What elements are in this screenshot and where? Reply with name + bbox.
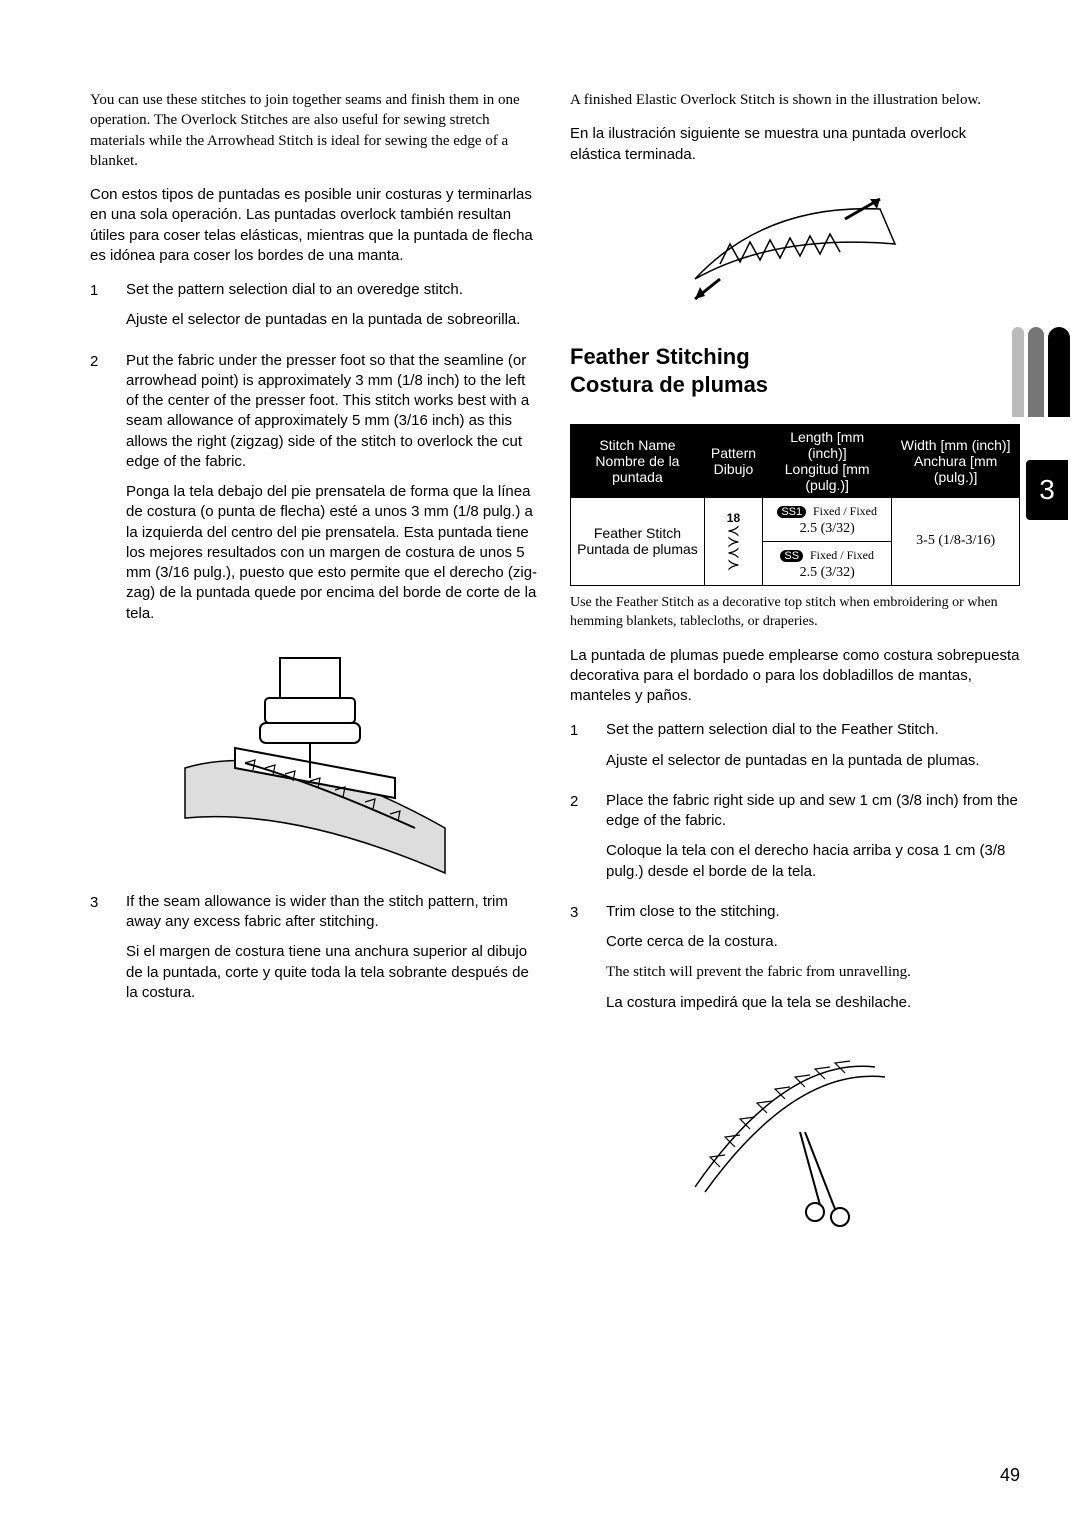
step-number: 1	[90, 280, 108, 341]
feather-trim-illustration	[570, 1037, 1020, 1237]
right-column: A finished Elastic Overlock Stitch is sh…	[570, 90, 1020, 1251]
cell-name: Feather Stitch Puntada de plumas	[571, 497, 705, 585]
list-item: 3 If the seam allowance is wider than th…	[90, 892, 540, 1013]
step-es: Ajuste el selector de puntadas en la pun…	[606, 751, 1020, 771]
title-es: Costura de plumas	[570, 371, 1020, 400]
intro-en: You can use these stitches to join toget…	[90, 90, 540, 171]
intro-es: Con estos tipos de puntadas es posible u…	[90, 185, 540, 266]
title-stripes-icon	[990, 327, 1070, 417]
feather-pattern-icon: ≺≻≺≻	[711, 526, 756, 571]
cell-length-1: SS1 Fixed / Fixed 2.5 (3/32)	[763, 497, 892, 541]
left-column: You can use these stitches to join toget…	[90, 90, 540, 1251]
step-es: Coloque la tela con el derecho hacia arr…	[606, 841, 1020, 882]
step-en: Place the fabric right side up and sew 1…	[606, 791, 1020, 832]
th-pattern: Pattern Dibujo	[704, 424, 762, 497]
list-item: 2 Place the fabric right side up and sew…	[570, 791, 1020, 892]
th-length: Length [mm (inch)] Longitud [mm (pulg.)]	[763, 424, 892, 497]
cell-width: 3-5 (1/8-3/16)	[892, 497, 1020, 585]
step-number: 2	[90, 351, 108, 634]
two-column-layout: You can use these stitches to join toget…	[90, 90, 1020, 1251]
usage-en: Use the Feather Stitch as a decorative t…	[570, 594, 1020, 632]
th-name: Stitch Name Nombre de la puntada	[571, 424, 705, 497]
step-es: Ponga la tela debajo del pie prensatela …	[126, 482, 540, 624]
finished-en: A finished Elastic Overlock Stitch is sh…	[570, 90, 1020, 110]
step-en: If the seam allowance is wider than the …	[126, 892, 540, 933]
scissors-icon	[800, 1132, 849, 1226]
list-item: 3 Trim close to the stitching. Corte cer…	[570, 902, 1020, 1023]
page-number: 49	[1000, 1465, 1020, 1486]
ss1-badge: SS1	[777, 506, 806, 518]
usage-es: La puntada de plumas puede emplearse com…	[570, 646, 1020, 707]
th-width: Width [mm (inch)] Anchura [mm (pulg.)]	[892, 424, 1020, 497]
title-en: Feather Stitching	[570, 343, 1020, 372]
note-es: La costura impedirá que la tela se deshi…	[606, 993, 1020, 1013]
overlock-illustration	[570, 179, 1020, 319]
ss-badge: SS	[780, 550, 803, 562]
step-es: Corte cerca de la costura.	[606, 932, 1020, 952]
stitch-table: Stitch Name Nombre de la puntada Pattern…	[570, 424, 1020, 586]
step-number: 3	[90, 892, 108, 1013]
list-item: 1 Set the pattern selection dial to the …	[570, 720, 1020, 781]
step-en: Set the pattern selection dial to an ove…	[126, 280, 540, 300]
note-en: The stitch will prevent the fabric from …	[606, 962, 1020, 982]
list-item: 1 Set the pattern selection dial to an o…	[90, 280, 540, 341]
finished-es: En la ilustración siguiente se muestra u…	[570, 124, 1020, 165]
list-item: 2 Put the fabric under the presser foot …	[90, 351, 540, 634]
step-en: Put the fabric under the presser foot so…	[126, 351, 540, 473]
cell-length-2: SS Fixed / Fixed 2.5 (3/32)	[763, 541, 892, 585]
step-en: Trim close to the stitching.	[606, 902, 1020, 922]
step-number: 3	[570, 902, 588, 1023]
step-es: Ajuste el selector de puntadas en la pun…	[126, 310, 540, 330]
section-title-block: Feather Stitching Costura de plumas	[570, 337, 1020, 406]
cell-pattern: 18 ≺≻≺≻	[704, 497, 762, 585]
chapter-tab: 3	[1026, 460, 1068, 520]
step-en: Set the pattern selection dial to the Fe…	[606, 720, 1020, 740]
step-es: Si el margen de costura tiene una anchur…	[126, 942, 540, 1003]
presser-foot-illustration	[90, 648, 540, 878]
step-number: 2	[570, 791, 588, 892]
step-number: 1	[570, 720, 588, 781]
